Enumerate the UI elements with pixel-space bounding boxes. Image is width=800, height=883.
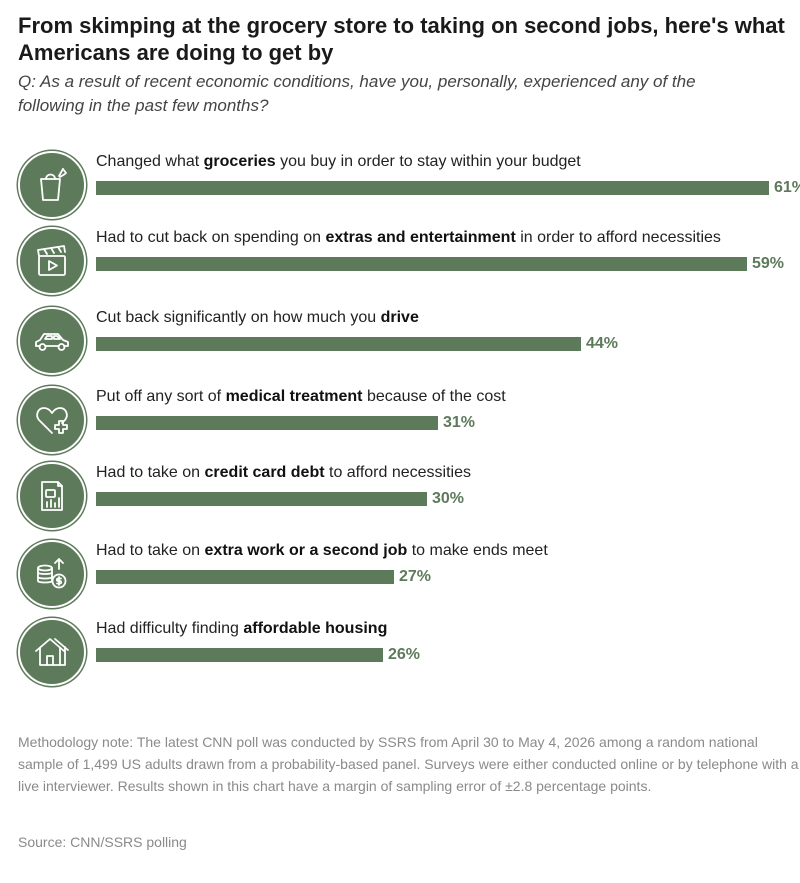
heart-medical-icon [18,386,86,454]
bar-label-emphasis: extra work or a second job [204,542,408,559]
bar [96,416,438,430]
chart-row: Cut back significantly on how much you d… [18,307,800,383]
chart-row: Had difficulty finding affordable housin… [18,618,800,694]
bar-label: Had difficulty finding affordable housin… [96,619,387,639]
data-label: 26% [388,646,421,663]
bar-label-text: Had to cut back on spending on [96,229,326,246]
bar-label: Had to cut back on spending on extras an… [96,228,721,248]
bar-label-text: in order to afford necessities [515,229,721,246]
bar-label-text: Had to take on [96,542,205,559]
bar-label-emphasis: groceries [203,153,276,170]
bar-label-text: Cut back significantly on how much you [96,309,381,326]
bar [96,257,747,271]
bar-label: Put off any sort of medical treatment be… [96,387,506,407]
credit-card-bill-icon [18,462,86,530]
bar-label: Cut back significantly on how much you d… [96,308,419,328]
chart-row: Changed what groceries you buy in order … [18,151,800,227]
house-icon [18,618,86,686]
chart-title: From skimping at the grocery store to ta… [18,13,785,65]
bar-label-emphasis: extras and entertainment [325,229,516,246]
chart-row: Put off any sort of medical treatment be… [18,386,800,462]
chart-row: Had to take on extra work or a second jo… [18,540,800,616]
chart-row: Had to take on credit card debt to affor… [18,462,800,538]
source-note: Source: CNN/SSRS polling [18,834,187,850]
data-label: 30% [432,490,465,507]
grocery-bag-icon [18,151,86,219]
car-icon [18,307,86,375]
bar [96,337,581,351]
bar-label: Had to take on extra work or a second jo… [96,541,548,561]
methodology-note: Methodology note: The latest CNN poll wa… [18,734,799,794]
bar-label-text: Put off any sort of [96,388,226,405]
bar-label-emphasis: credit card debt [204,464,325,481]
bar-label-text: you buy in order to stay within your bud… [275,153,581,170]
bar-label-text: Had difficulty finding [96,620,244,637]
bar [96,492,427,506]
bar-label-text: Changed what [96,153,204,170]
bar [96,570,394,584]
data-label: 59% [752,255,785,272]
bar-label-emphasis: affordable housing [243,620,388,637]
clapperboard-icon [18,227,86,295]
bar-label-text: to make ends meet [407,542,548,559]
bar [96,648,383,662]
bar-label: Changed what groceries you buy in order … [96,152,581,172]
bar-label: Had to take on credit card debt to affor… [96,463,471,483]
bar-label-text: because of the cost [362,388,506,405]
chart-subtitle: Q: As a result of recent economic condit… [18,72,696,115]
data-label: 61% [774,179,800,196]
coins-icon [18,540,86,608]
chart-row: Had to cut back on spending on extras an… [18,227,800,303]
bar-label-text: Had to take on [96,464,205,481]
bar-label-emphasis: drive [380,309,419,326]
bar-label-emphasis: medical treatment [225,388,363,405]
data-label: 27% [399,568,432,585]
bar [96,181,769,195]
data-label: 44% [586,335,619,352]
bar-label-text: to afford necessities [324,464,471,481]
data-label: 31% [443,414,476,431]
